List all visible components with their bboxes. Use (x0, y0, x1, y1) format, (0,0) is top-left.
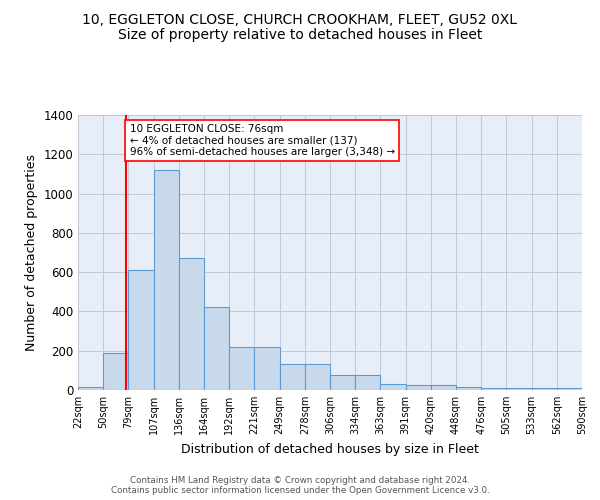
Bar (280, 364, 305, 390)
Text: Contains HM Land Registry data © Crown copyright and database right 2024.
Contai: Contains HM Land Registry data © Crown c… (110, 476, 490, 495)
Bar (305, 364, 330, 390)
Bar (179, 258, 204, 390)
Bar (355, 376, 380, 390)
Bar (380, 384, 406, 390)
Bar (532, 388, 557, 390)
Bar (204, 306, 229, 390)
Bar (481, 388, 506, 390)
Bar (330, 376, 355, 390)
Bar (154, 170, 179, 390)
Text: 10 EGGLETON CLOSE: 76sqm
← 4% of detached houses are smaller (137)
96% of semi-d: 10 EGGLETON CLOSE: 76sqm ← 4% of detache… (130, 124, 395, 157)
Bar (406, 385, 431, 390)
Bar (557, 388, 582, 390)
Bar (506, 388, 532, 390)
Bar (254, 347, 280, 390)
Text: Size of property relative to detached houses in Fleet: Size of property relative to detached ho… (118, 28, 482, 42)
Bar (103, 352, 128, 390)
X-axis label: Distribution of detached houses by size in Fleet: Distribution of detached houses by size … (181, 442, 479, 456)
Y-axis label: Number of detached properties: Number of detached properties (25, 154, 38, 351)
Bar (229, 347, 254, 390)
Bar (456, 387, 481, 390)
Bar (78, 387, 103, 390)
Bar (128, 270, 154, 390)
Text: 10, EGGLETON CLOSE, CHURCH CROOKHAM, FLEET, GU52 0XL: 10, EGGLETON CLOSE, CHURCH CROOKHAM, FLE… (83, 12, 517, 26)
Bar (431, 385, 456, 390)
